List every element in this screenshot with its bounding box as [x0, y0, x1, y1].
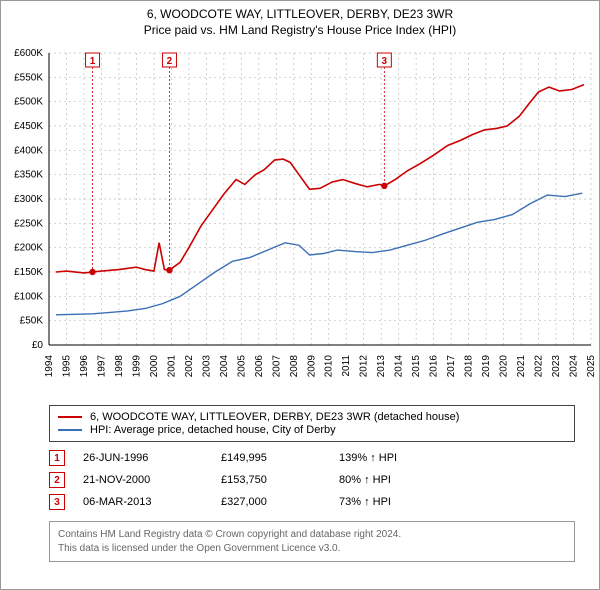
chart-area: £0 £50K £100K £150K £200K £250K £300K £350K £400…: [1, 45, 600, 401]
tx-date: 06-MAR-2013: [83, 496, 203, 508]
svg-text:2005: 2005: [236, 355, 247, 378]
svg-text:1996: 1996: [79, 355, 90, 378]
tx-row: 2 21-NOV-2000 £153,750 80% ↑ HPI: [49, 469, 397, 491]
svg-text:£250K: £250K: [14, 218, 43, 229]
svg-text:2009: 2009: [306, 355, 317, 378]
svg-text:1997: 1997: [96, 355, 107, 378]
svg-text:£200K: £200K: [14, 243, 43, 254]
svg-text:£550K: £550K: [14, 72, 43, 83]
svg-text:£600K: £600K: [14, 48, 43, 59]
svg-text:£100K: £100K: [14, 291, 43, 302]
tx-marker: [89, 269, 95, 275]
svg-text:1995: 1995: [61, 355, 72, 378]
svg-text:£150K: £150K: [14, 267, 43, 278]
series-property: [56, 85, 584, 273]
svg-text:2002: 2002: [184, 355, 195, 378]
tx-index-box: 2: [49, 472, 65, 488]
svg-text:£300K: £300K: [14, 194, 43, 205]
legend-label: HPI: Average price, detached house, City…: [90, 424, 336, 436]
tx-index-box: 1: [49, 450, 65, 466]
svg-text:2001: 2001: [166, 355, 177, 378]
svg-text:2024: 2024: [569, 355, 580, 378]
footer-line-2: This data is licensed under the Open Gov…: [58, 542, 566, 556]
tx-marker: [381, 183, 387, 189]
tx-index-box: 3: [49, 494, 65, 510]
svg-text:2010: 2010: [324, 355, 335, 378]
price-vs-hpi-chart-card: { "title_line1": "6, WOODCOTE WAY, LITTL…: [0, 0, 600, 590]
svg-text:£0: £0: [32, 340, 44, 351]
legend-swatch: [58, 416, 82, 418]
legend: 6, WOODCOTE WAY, LITTLEOVER, DERBY, DE23…: [49, 405, 575, 442]
tx-row: 3 06-MAR-2013 £327,000 73% ↑ HPI: [49, 491, 397, 513]
svg-text:2017: 2017: [446, 355, 457, 378]
tx-row: 1 26-JUN-1996 £149,995 139% ↑ HPI: [49, 447, 397, 469]
tx-delta: 80% ↑ HPI: [339, 474, 391, 486]
svg-text:2012: 2012: [359, 355, 370, 378]
title-address: 6, WOODCOTE WAY, LITTLEOVER, DERBY, DE23…: [5, 7, 595, 21]
legend-row: 6, WOODCOTE WAY, LITTLEOVER, DERBY, DE23…: [58, 411, 566, 423]
svg-text:1998: 1998: [114, 355, 125, 378]
footer-attribution: Contains HM Land Registry data © Crown c…: [49, 521, 575, 562]
svg-text:£400K: £400K: [14, 145, 43, 156]
tx-price: £153,750: [221, 474, 321, 486]
tx-date: 26-JUN-1996: [83, 452, 203, 464]
svg-text:2019: 2019: [481, 355, 492, 378]
tx-delta: 139% ↑ HPI: [339, 452, 397, 464]
svg-text:2016: 2016: [429, 355, 440, 378]
svg-text:1999: 1999: [131, 355, 142, 378]
svg-text:2021: 2021: [516, 355, 527, 378]
legend-label: 6, WOODCOTE WAY, LITTLEOVER, DERBY, DE23…: [90, 411, 459, 423]
svg-text:3: 3: [382, 56, 388, 67]
svg-text:2015: 2015: [411, 355, 422, 378]
footer-line-1: Contains HM Land Registry data © Crown c…: [58, 528, 566, 542]
legend-row: HPI: Average price, detached house, City…: [58, 424, 566, 436]
svg-text:2007: 2007: [271, 355, 282, 378]
svg-text:1994: 1994: [44, 355, 55, 378]
svg-text:2004: 2004: [219, 355, 230, 378]
svg-text:2011: 2011: [341, 355, 352, 377]
svg-text:2003: 2003: [201, 355, 212, 378]
svg-text:£500K: £500K: [14, 97, 43, 108]
svg-text:2008: 2008: [289, 355, 300, 378]
tx-price: £149,995: [221, 452, 321, 464]
tx-delta: 73% ↑ HPI: [339, 496, 391, 508]
svg-text:£450K: £450K: [14, 121, 43, 132]
svg-text:2014: 2014: [394, 355, 405, 378]
transaction-table: 1 26-JUN-1996 £149,995 139% ↑ HPI 2 21-NOV-20…: [49, 447, 397, 513]
svg-text:2023: 2023: [551, 355, 562, 378]
svg-text:2000: 2000: [149, 355, 160, 378]
svg-text:2006: 2006: [254, 355, 265, 378]
svg-text:1: 1: [90, 56, 96, 67]
svg-text:2018: 2018: [464, 355, 475, 378]
svg-text:2: 2: [167, 56, 173, 67]
svg-text:2013: 2013: [376, 355, 387, 378]
svg-text:£50K: £50K: [20, 316, 44, 327]
svg-text:2025: 2025: [586, 355, 597, 378]
chart-svg: £0 £50K £100K £150K £200K £250K £300K £350K £400…: [1, 45, 600, 401]
tx-price: £327,000: [221, 496, 321, 508]
legend-swatch: [58, 429, 82, 431]
svg-text:2022: 2022: [534, 355, 545, 378]
svg-text:2020: 2020: [499, 355, 510, 378]
svg-text:£350K: £350K: [14, 170, 43, 181]
tx-date: 21-NOV-2000: [83, 474, 203, 486]
tx-marker: [166, 267, 172, 273]
title-subtitle: Price paid vs. HM Land Registry's House …: [5, 23, 595, 37]
